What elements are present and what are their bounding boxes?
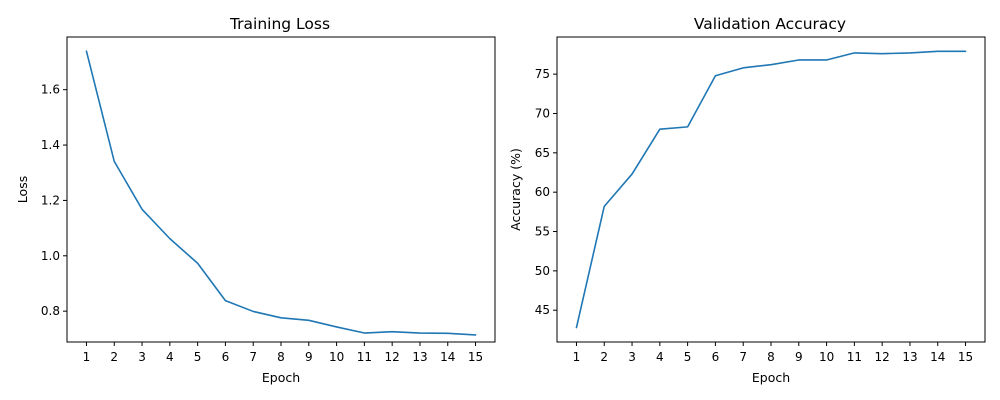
- x-tick-label: 15: [468, 350, 483, 364]
- x-axis-ticks: 1 2 3 4 5 6 7 8 9 10 11 12 13 14 15: [83, 342, 483, 364]
- x-tick-label: 2: [600, 350, 608, 364]
- y-axis-label: Accuracy (%): [508, 148, 523, 231]
- x-tick-label: 3: [628, 350, 636, 364]
- y-tick-label: 1.0: [41, 249, 60, 263]
- y-tick-label: 0.8: [41, 304, 60, 318]
- y-axis-label: Loss: [15, 176, 30, 203]
- x-tick-label: 5: [194, 350, 202, 364]
- chart-validation-accuracy: Validation Accuracy Epoch Accuracy (%) 1…: [508, 15, 986, 385]
- x-tick-label: 3: [138, 350, 146, 364]
- x-tick-label: 6: [712, 350, 720, 364]
- x-tick-label: 7: [249, 350, 257, 364]
- x-tick-label: 13: [902, 350, 917, 364]
- y-tick-label: 55: [535, 225, 550, 239]
- x-tick-label: 8: [277, 350, 285, 364]
- x-tick-label: 1: [83, 350, 91, 364]
- chart-title: Training Loss: [229, 15, 330, 33]
- x-axis-label: Epoch: [262, 370, 300, 385]
- y-tick-label: 1.2: [41, 193, 60, 207]
- x-tick-label: 10: [819, 350, 834, 364]
- series-line: [575, 50, 967, 329]
- series-line: [85, 50, 477, 336]
- x-tick-label: 6: [222, 350, 230, 364]
- plot-frame: [556, 36, 986, 343]
- y-tick-label: 1.4: [41, 138, 60, 152]
- x-tick-label: 12: [385, 350, 400, 364]
- chart-training-loss: Training Loss Epoch Loss 1 2 3 4 5 6 7 8 9 10 11 12…: [15, 15, 496, 385]
- y-axis-ticks: 45 50 55 60 65 70 75: [535, 67, 557, 317]
- series-group: [85, 50, 477, 336]
- x-tick-label: 10: [329, 350, 344, 364]
- x-tick-label: 14: [930, 350, 945, 364]
- x-axis-label: Epoch: [752, 370, 790, 385]
- y-tick-label: 65: [535, 146, 550, 160]
- y-tick-label: 60: [535, 185, 550, 199]
- x-tick-label: 14: [440, 350, 455, 364]
- chart-title: Validation Accuracy: [694, 15, 846, 33]
- y-axis-ticks: 0.8 1.0 1.2 1.4 1.6: [41, 83, 67, 318]
- x-axis-ticks: 1 2 3 4 5 6 7 8 9 10 11 12 13 14 15: [573, 342, 973, 364]
- x-tick-label: 4: [656, 350, 664, 364]
- series-group: [575, 50, 967, 329]
- x-tick-label: 11: [847, 350, 862, 364]
- x-tick-label: 11: [357, 350, 372, 364]
- y-tick-label: 75: [535, 67, 550, 81]
- x-tick-label: 7: [739, 350, 747, 364]
- x-tick-label: 13: [412, 350, 427, 364]
- x-tick-label: 8: [767, 350, 775, 364]
- x-tick-label: 9: [305, 350, 313, 364]
- y-tick-label: 45: [535, 303, 550, 317]
- x-tick-label: 2: [110, 350, 118, 364]
- y-tick-label: 70: [535, 106, 550, 120]
- x-tick-label: 1: [573, 350, 581, 364]
- x-tick-label: 4: [166, 350, 174, 364]
- x-tick-label: 5: [684, 350, 692, 364]
- y-tick-label: 1.6: [41, 83, 60, 97]
- y-tick-label: 50: [535, 264, 550, 278]
- x-tick-label: 15: [958, 350, 973, 364]
- x-tick-label: 9: [795, 350, 803, 364]
- x-tick-label: 12: [875, 350, 890, 364]
